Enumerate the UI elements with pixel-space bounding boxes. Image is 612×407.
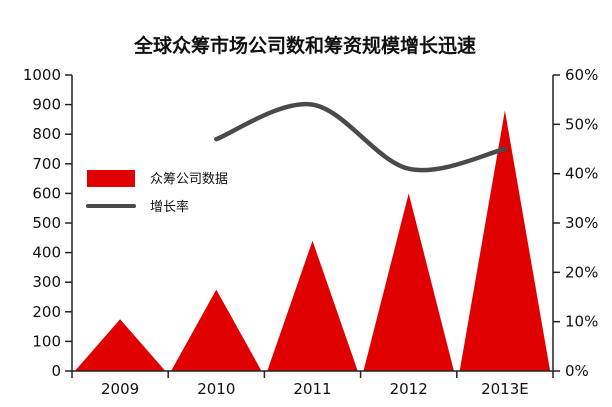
x-tick-label-2012: 2012 xyxy=(390,380,428,398)
legend-swatch-bar xyxy=(87,170,135,187)
y-left-tick-label: 300 xyxy=(32,273,61,291)
legend: 众筹公司数据 增长率 xyxy=(87,170,228,215)
y-right-tick-label: 0% xyxy=(565,362,589,380)
growth-rate-line xyxy=(216,104,505,170)
y-left-tick-label: 700 xyxy=(32,155,61,173)
y-right-tick-label: 30% xyxy=(565,214,598,232)
y-left-tick-label: 500 xyxy=(32,214,61,232)
y-left-tick-label: 800 xyxy=(32,125,61,143)
y-right-tick-label: 40% xyxy=(565,165,598,183)
y-left-tick-label: 900 xyxy=(32,96,61,114)
y-left-tick-label: 400 xyxy=(32,244,61,262)
y-left-tick-label: 200 xyxy=(32,303,61,321)
chart-title: 全球众筹市场公司数和筹资规模增长迅速 xyxy=(133,34,476,57)
bar-mark-2012 xyxy=(363,193,453,371)
y-right-tick-label: 20% xyxy=(565,263,598,281)
x-tick-label-2009: 2009 xyxy=(101,380,139,398)
y-left-tick-label: 1000 xyxy=(23,66,61,84)
y-right-tick-label: 50% xyxy=(565,115,598,133)
x-tick-label-2011: 2011 xyxy=(293,380,331,398)
bars-layer xyxy=(75,111,550,371)
y-left-tick-label: 600 xyxy=(32,184,61,202)
bar-mark-2010 xyxy=(171,290,261,371)
legend-label-bar: 众筹公司数据 xyxy=(150,171,228,187)
x-tick-label-2010: 2010 xyxy=(197,380,235,398)
bar-mark-2009 xyxy=(75,319,165,371)
y-right-tick-label: 10% xyxy=(565,313,598,331)
line-layer xyxy=(216,104,505,170)
legend-label-line: 增长率 xyxy=(150,199,189,215)
y-left-tick-label: 0 xyxy=(51,362,61,380)
y-right-tick-label: 60% xyxy=(565,66,598,84)
bar-mark-2011 xyxy=(267,241,357,371)
x-tick-label-2013E: 2013E xyxy=(481,380,529,398)
y-left-tick-label: 100 xyxy=(32,332,61,350)
